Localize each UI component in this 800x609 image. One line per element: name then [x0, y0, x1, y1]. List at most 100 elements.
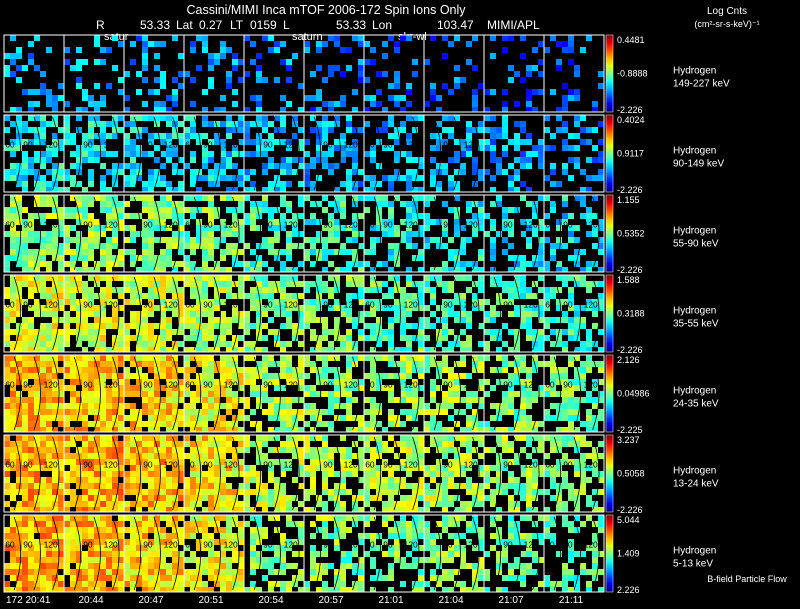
- heatmap-cell: [160, 323, 166, 329]
- heatmap-cell: [298, 341, 304, 347]
- heatmap-cell: [100, 175, 106, 181]
- heatmap-cell: [214, 121, 220, 127]
- heatmap-cell: [70, 379, 76, 385]
- pitch-angle-label: 120: [464, 299, 478, 309]
- heatmap-cell: [124, 287, 130, 293]
- heatmap-cell: [466, 507, 472, 512]
- heatmap-cell: [310, 311, 316, 317]
- pitch-angle-contour: [213, 196, 221, 271]
- heatmap-cell: [220, 287, 226, 293]
- heatmap-cell: [94, 361, 100, 367]
- heatmap-cell: [208, 311, 214, 317]
- heatmap-cell: [292, 367, 298, 373]
- heatmap-cell: [364, 41, 370, 47]
- heatmap-cell: [52, 409, 58, 415]
- heatmap-cell: [550, 415, 556, 421]
- heatmap-cell: [490, 489, 496, 495]
- heatmap-cell: [34, 267, 40, 272]
- heatmap-cell: [310, 471, 316, 477]
- heatmap-cell: [322, 361, 328, 367]
- heatmap-cell: [352, 225, 358, 231]
- heatmap-cell: [526, 157, 532, 163]
- pitch-angle-contour: [273, 356, 281, 431]
- heatmap-cell: [238, 465, 244, 471]
- heatmap-cell: [214, 385, 220, 391]
- heatmap-cell: [328, 495, 334, 501]
- heatmap-cell: [316, 435, 322, 441]
- heatmap-cell: [22, 163, 28, 169]
- heatmap-cell: [172, 169, 178, 175]
- heatmap-cell: [400, 201, 406, 207]
- heatmap-cell: [292, 507, 298, 512]
- pitch-angle-contour: [333, 436, 341, 511]
- heatmap-cell: [22, 237, 28, 243]
- heatmap-cell: [250, 367, 256, 373]
- heatmap-cell: [418, 213, 424, 219]
- heatmap-cell: [586, 355, 592, 361]
- pitch-angle-contour: [493, 356, 502, 431]
- heatmap-cell: [202, 409, 208, 415]
- heatmap-cell: [514, 355, 520, 361]
- heatmap-cell: [370, 447, 376, 453]
- heatmap-cell: [16, 77, 22, 83]
- heatmap-cell: [436, 281, 442, 287]
- heatmap-cell: [334, 195, 340, 201]
- heatmap-cell: [520, 465, 526, 471]
- heatmap-cell: [430, 471, 436, 477]
- heatmap-cell: [556, 219, 562, 225]
- heatmap-cell: [136, 89, 142, 95]
- heatmap-cell: [586, 441, 592, 447]
- heatmap-cell: [10, 163, 16, 169]
- heatmap-cell: [196, 323, 202, 329]
- heatmap-cell: [268, 427, 274, 432]
- heatmap-cell: [322, 323, 328, 329]
- heatmap-cell: [118, 373, 124, 379]
- heatmap-cell: [178, 121, 184, 127]
- heatmap-cell: [316, 379, 322, 385]
- heatmap-cell: [112, 403, 118, 409]
- heatmap-cell: [304, 409, 310, 415]
- heatmap-cell: [274, 77, 280, 83]
- heatmap-cell: [232, 65, 238, 71]
- heatmap-cell: [292, 323, 298, 329]
- heatmap-cell: [208, 323, 214, 329]
- heatmap-cell: [190, 403, 196, 409]
- heatmap-cell: [232, 495, 238, 501]
- heatmap-cell: [526, 495, 532, 501]
- heatmap-cell: [292, 397, 298, 403]
- heatmap-cell: [118, 391, 124, 397]
- heatmap-cell: [328, 391, 334, 397]
- heatmap-cell: [448, 495, 454, 501]
- heatmap-cell: [424, 305, 430, 311]
- heatmap-cell: [142, 127, 148, 133]
- heatmap-cell: [454, 187, 460, 192]
- heatmap-cell: [214, 489, 220, 495]
- heatmap-cell: [70, 355, 76, 361]
- heatmap-cell: [34, 255, 40, 261]
- heatmap-cell: [268, 121, 274, 127]
- pitch-angle-contour: [373, 196, 382, 271]
- heatmap-cell: [406, 441, 412, 447]
- heatmap-cell: [298, 483, 304, 489]
- pitch-angle-label: 90: [563, 219, 573, 229]
- heatmap-cell: [328, 225, 334, 231]
- heatmap-cell: [322, 355, 328, 361]
- heatmap-cell: [580, 489, 586, 495]
- heatmap-cell: [94, 195, 100, 201]
- heatmap-cell: [82, 151, 88, 157]
- heatmap-cell: [208, 169, 214, 175]
- heatmap-cell: [238, 447, 244, 453]
- heatmap-cell: [112, 379, 118, 385]
- heatmap-cell: [514, 101, 520, 107]
- heatmap-cell: [238, 59, 244, 65]
- heatmap-cell: [292, 415, 298, 421]
- pitch-angle-label: 120: [284, 459, 298, 469]
- heatmap-cell: [304, 255, 310, 261]
- heatmap-cell: [184, 403, 190, 409]
- heatmap-cell: [232, 231, 238, 237]
- heatmap-cell: [568, 379, 574, 385]
- heatmap-cell: [166, 373, 172, 379]
- heatmap-cell: [160, 465, 166, 471]
- colorbar-min-label: -2.225: [617, 425, 643, 435]
